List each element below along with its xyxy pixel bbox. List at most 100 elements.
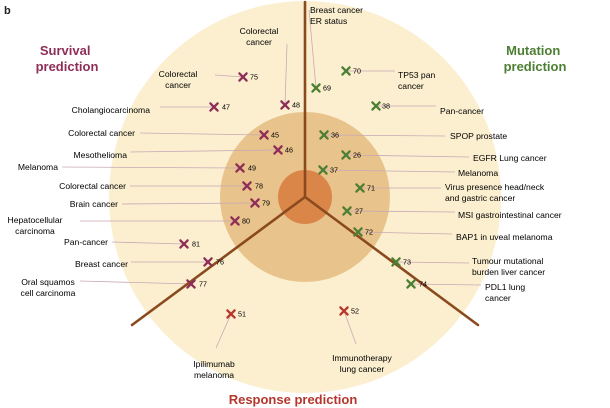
label-survival-76: Breast cancer — [75, 259, 128, 269]
marker-survival-79 — [250, 198, 260, 208]
label-mutation-26: EGFR Lung cancer — [473, 153, 547, 163]
ref-number-response-52: 52 — [351, 307, 359, 316]
label-line: melanoma — [194, 370, 234, 380]
survival-title-line-2: prediction — [36, 59, 99, 74]
label-line: lung cancer — [340, 364, 385, 374]
label-line: burden liver cancer — [472, 267, 545, 277]
label-line: Ipilimumab — [193, 359, 235, 369]
label-line: cancer — [246, 37, 272, 47]
ref-number-mutation-70: 70 — [353, 67, 361, 76]
divider-right — [303, 195, 480, 327]
leader-line-response-51 — [215, 313, 232, 349]
marker-mutation-70 — [341, 66, 351, 76]
ref-number-mutation-38: 38 — [382, 102, 390, 111]
marker-mutation-38 — [371, 101, 381, 111]
study-markers — [179, 66, 416, 319]
label-line: Colorectal — [240, 26, 279, 36]
label-line: Pan-cancer — [64, 237, 108, 247]
marker-survival-81 — [179, 239, 189, 249]
leader-line-mutation-69 — [308, 9, 317, 89]
marker-survival-47 — [209, 102, 219, 112]
label-mutation-27: MSI gastrointestinal cancer — [458, 210, 562, 220]
label-mutation-73: Tumour mutational burden liver cancer — [472, 256, 545, 277]
marker-mutation-72 — [353, 227, 363, 237]
label-survival-49: Melanoma — [18, 162, 58, 172]
label-survival-75: Colorectal cancer — [159, 69, 198, 90]
label-line: Colorectal — [159, 69, 198, 79]
marker-survival-76 — [203, 257, 213, 267]
label-line: BAP1 in uveal melanoma — [456, 232, 553, 242]
label-survival-48: Colorectal cancer — [240, 26, 279, 47]
ref-number-mutation-26: 26 — [353, 151, 361, 160]
label-response-51: Ipilimumab melanoma — [193, 359, 235, 380]
leader-line-survival-81 — [111, 241, 185, 245]
label-line: Brain cancer — [70, 199, 118, 209]
label-line: cancer — [398, 81, 424, 91]
marker-response-52 — [339, 306, 349, 316]
label-line: Melanoma — [18, 162, 58, 172]
marker-mutation-73 — [391, 257, 401, 267]
label-survival-78: Colorectal cancer — [59, 181, 126, 191]
ref-number-survival-75: 75 — [250, 73, 258, 82]
label-line: carcinoma — [15, 226, 55, 236]
marker-survival-75 — [238, 72, 248, 82]
leader-line-mutation-37 — [322, 169, 456, 173]
label-line: Hepatocellular — [8, 215, 63, 225]
ref-number-survival-45: 45 — [271, 131, 279, 140]
label-line: PDL1 lung — [485, 282, 525, 292]
label-line: and gastric cancer — [445, 193, 515, 203]
label-survival-45: Colorectal cancer — [68, 128, 135, 138]
label-mutation-74: PDL1 lung cancer — [485, 282, 525, 303]
label-line: ER status — [310, 16, 347, 26]
marker-survival-80 — [230, 216, 240, 226]
ref-number-survival-48: 48 — [292, 101, 300, 110]
divider-left — [130, 195, 307, 327]
label-line: Colorectal cancer — [68, 128, 135, 138]
marker-survival-77 — [186, 279, 196, 289]
marker-mutation-37 — [318, 165, 328, 175]
marker-mutation-71 — [355, 183, 365, 193]
marker-mutation-69 — [311, 83, 321, 93]
marker-mutation-27 — [342, 206, 352, 216]
marker-mutation-74 — [406, 279, 416, 289]
label-survival-81: Pan-cancer — [64, 237, 108, 247]
ref-number-mutation-69: 69 — [323, 84, 331, 93]
label-line: Tumour mutational — [472, 256, 543, 266]
ref-number-mutation-27: 27 — [355, 207, 363, 216]
label-mutation-71: Virus presence head/neck and gastric canc… — [445, 182, 545, 203]
ref-number-response-51: 51 — [238, 310, 246, 319]
survival-title: Survival prediction — [36, 43, 99, 74]
ref-number-survival-47: 47 — [222, 103, 230, 112]
label-line: MSI gastrointestinal cancer — [458, 210, 562, 220]
leader-line-mutation-73 — [395, 261, 470, 264]
ref-number-survival-77: 77 — [199, 280, 207, 289]
marker-survival-48 — [280, 100, 290, 110]
label-survival-47: Cholangiocarcinoma — [72, 105, 151, 115]
label-survival-79: Brain cancer — [70, 199, 118, 209]
label-mutation-70: TP53 pan cancer — [398, 70, 435, 91]
label-line: EGFR Lung cancer — [473, 153, 547, 163]
label-mutation-37: Melanoma — [458, 168, 498, 178]
ref-number-survival-81: 81 — [192, 240, 200, 249]
leader-lines — [61, 9, 482, 349]
ref-number-survival-79: 79 — [262, 199, 270, 208]
label-line: Colorectal cancer — [59, 181, 126, 191]
response-title: Response prediction — [229, 392, 358, 407]
ref-number-survival-76: 76 — [216, 258, 224, 267]
leader-line-mutation-72 — [357, 231, 453, 235]
label-line: Breast cancer — [75, 259, 128, 269]
label-mutation-38: Pan-cancer — [440, 106, 484, 116]
leader-line-survival-48 — [284, 43, 288, 106]
label-line: Oral squamos — [21, 277, 75, 287]
label-mutation-72: BAP1 in uveal melanoma — [456, 232, 553, 242]
ref-number-mutation-74: 74 — [419, 280, 427, 289]
ref-number-mutation-36: 36 — [331, 131, 339, 140]
label-line: cell carcinoma — [21, 288, 76, 298]
marker-mutation-26 — [341, 150, 351, 160]
leader-line-mutation-27 — [346, 210, 456, 213]
mutation-title-line-1: Mutation — [506, 43, 560, 58]
label-line: Virus presence head/neck — [445, 182, 545, 192]
label-mutation-69: Breast cancer ER status — [310, 5, 363, 26]
